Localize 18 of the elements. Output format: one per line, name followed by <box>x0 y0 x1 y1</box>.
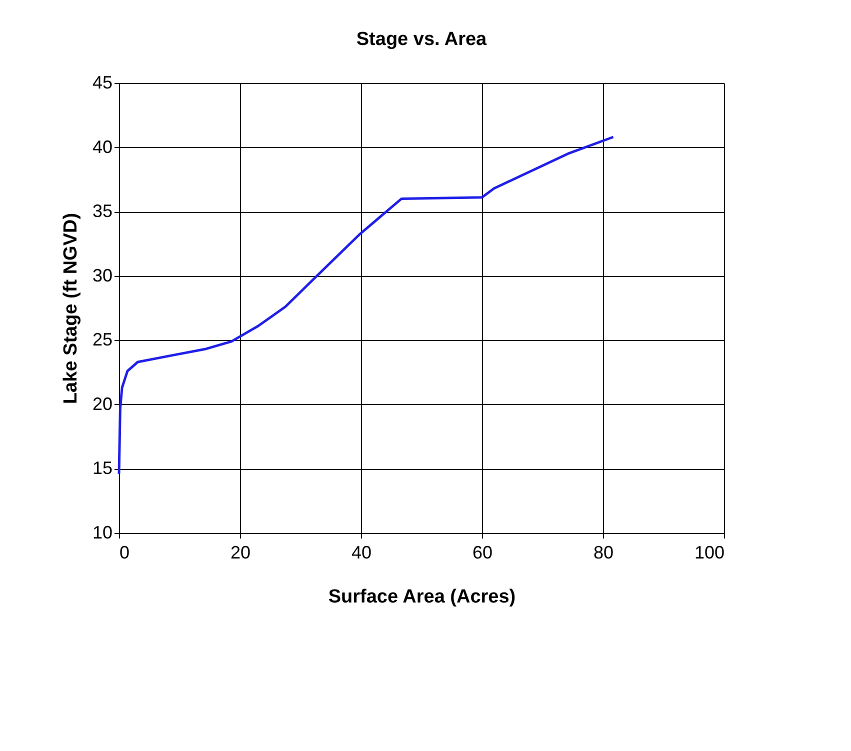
line-series <box>118 136 615 476</box>
y-tick-label: 25 <box>92 330 112 350</box>
x-tick-label: 40 <box>351 542 372 562</box>
x-tick-label: 0 <box>120 542 130 562</box>
x-axis-title: Surface Area (Acres) <box>328 586 516 608</box>
y-tick-label: 10 <box>92 522 112 542</box>
chart-title: Stage vs. Area <box>356 29 488 50</box>
y-tick-label: 20 <box>92 394 112 414</box>
x-tick-label: 20 <box>230 542 251 562</box>
y-tick-label: 40 <box>92 136 112 157</box>
y-axis-title: Lake Stage (ft NGVD) <box>60 212 82 404</box>
y-tick-label: 15 <box>92 458 112 478</box>
y-tick-label: 35 <box>92 201 112 222</box>
y-tick-label: 30 <box>92 265 112 286</box>
x-tick-label: 80 <box>593 542 614 562</box>
y-tick-label: 45 <box>92 72 112 92</box>
x-tick-label: 60 <box>472 542 493 562</box>
x-tick-label: 100 <box>694 542 724 562</box>
